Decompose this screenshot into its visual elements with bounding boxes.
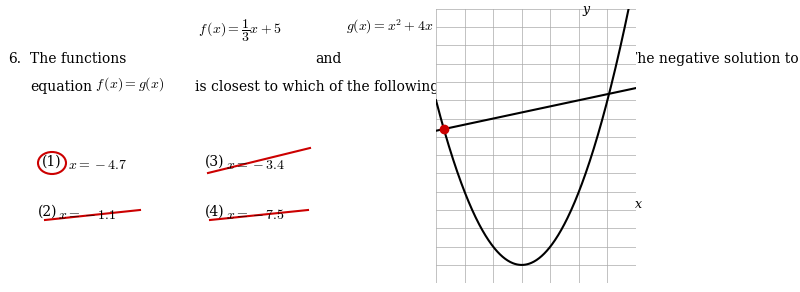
Text: The functions: The functions — [30, 52, 126, 66]
Text: is closest to which of the following?: is closest to which of the following? — [195, 80, 446, 94]
Text: (4): (4) — [205, 205, 225, 219]
Text: equation: equation — [30, 80, 92, 94]
Text: (3): (3) — [205, 155, 225, 169]
Text: (1): (1) — [42, 155, 62, 169]
Text: (2): (2) — [38, 205, 58, 219]
Text: $x=-3.4$: $x=-3.4$ — [226, 158, 285, 172]
Text: and: and — [315, 52, 342, 66]
Text: $x=-7.5$: $x=-7.5$ — [226, 208, 284, 222]
Text: $f\,(x)=g(x)$: $f\,(x)=g(x)$ — [95, 75, 164, 93]
Text: y: y — [582, 3, 590, 16]
Text: are shown graphed below. The negative solution to the: are shown graphed below. The negative so… — [438, 52, 800, 66]
Text: x: x — [634, 198, 642, 211]
Text: $f\,(x)=\dfrac{1}{3}x+5$: $f\,(x)=\dfrac{1}{3}x+5$ — [198, 18, 282, 44]
Text: $x=-4.7$: $x=-4.7$ — [68, 158, 126, 172]
Text: $g(x)=x^2+4x$: $g(x)=x^2+4x$ — [346, 18, 434, 36]
Text: 6.: 6. — [8, 52, 21, 66]
Text: $x=-1.1$: $x=-1.1$ — [58, 208, 116, 222]
Text: $\sim$-4.7: $\sim$-4.7 — [540, 242, 579, 256]
